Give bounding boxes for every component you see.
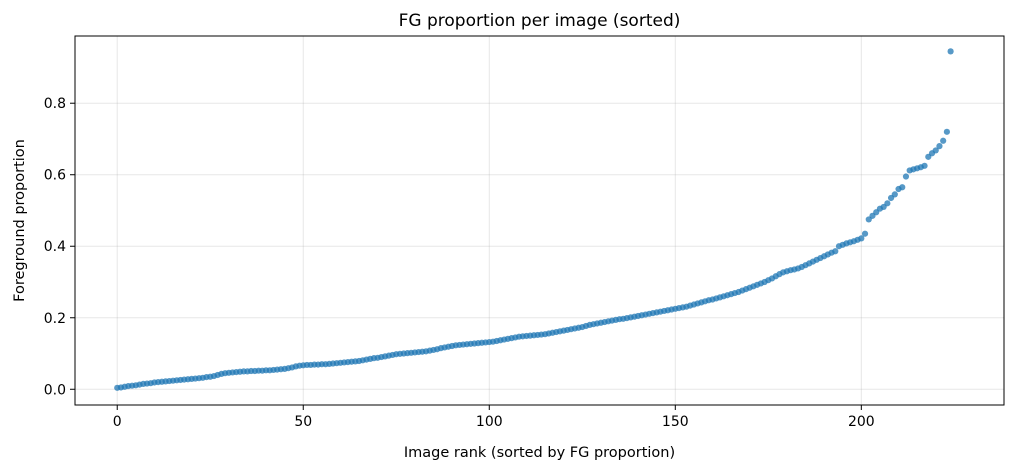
- data-point: [921, 162, 928, 169]
- data-point: [940, 137, 947, 144]
- x-axis-label: Image rank (sorted by FG proportion): [404, 445, 675, 461]
- y-tick-label: 0.2: [44, 311, 66, 327]
- data-point: [891, 191, 898, 198]
- data-point: [902, 173, 910, 180]
- data-point: [858, 235, 865, 242]
- y-tick-label: 0.0: [44, 382, 66, 398]
- data-points: [114, 48, 954, 391]
- chart-title: FG proportion per image (sorted): [399, 11, 681, 31]
- data-point: [932, 147, 939, 154]
- x-axis-ticks: 0 50 100 150 200: [113, 405, 875, 430]
- y-tick-label: 0.8: [44, 96, 66, 112]
- x-tick-label: 200: [848, 414, 875, 430]
- data-point: [861, 230, 869, 237]
- x-tick-label: 100: [476, 414, 503, 430]
- y-tick-label: 0.4: [44, 239, 66, 255]
- data-point: [899, 184, 906, 191]
- y-tick-label: 0.6: [44, 168, 66, 184]
- y-axis-label: Foreground proportion: [12, 139, 28, 302]
- x-tick-label: 50: [294, 414, 312, 430]
- y-axis-ticks: 0.0 0.2 0.4 0.6 0.8: [44, 96, 75, 398]
- x-tick-label: 150: [662, 414, 689, 430]
- data-point: [936, 143, 943, 150]
- grid-lines: [75, 36, 1004, 405]
- data-point: [832, 248, 839, 255]
- x-tick-label: 0: [113, 414, 122, 430]
- plot-frame: [74, 35, 1005, 406]
- data-point: [943, 128, 950, 135]
- data-point: [884, 200, 891, 207]
- data-point: [947, 48, 954, 55]
